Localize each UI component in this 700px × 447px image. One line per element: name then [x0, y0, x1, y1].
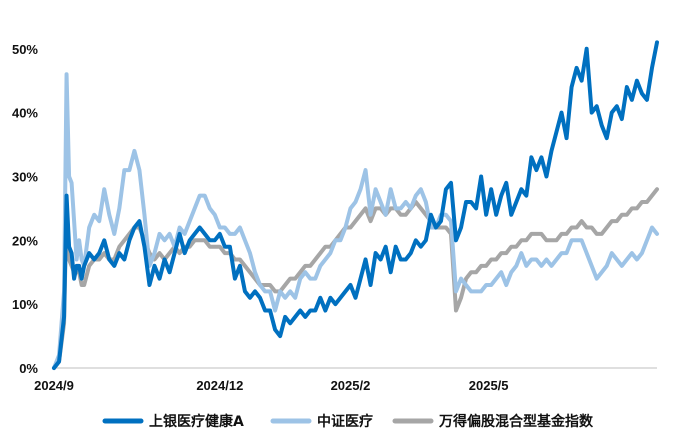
y-tick-label: 30%	[12, 169, 38, 184]
legend-label-0: 上银医疗健康A	[149, 413, 244, 430]
series-line-0	[52, 40, 659, 370]
x-tick-label: 2025/2	[331, 378, 371, 393]
y-tick-label: 0%	[19, 361, 38, 376]
x-tick-label: 2025/5	[469, 378, 509, 393]
y-tick-label: 20%	[12, 233, 38, 248]
x-axis: 2024/9 2024/12 2025/2 2025/5	[34, 367, 657, 393]
legend: 上银医疗健康A 中证医疗 万得偏股混合型基金指数	[102, 413, 594, 430]
legend-label-1: 中证医疗	[317, 413, 373, 430]
x-tick-label: 2024/9	[34, 378, 74, 393]
y-axis: 0% 10% 20% 30% 40% 50%	[12, 42, 38, 376]
legend-label-2: 万得偏股混合型基金指数	[438, 413, 594, 430]
x-tick-label: 2024/12	[196, 378, 243, 393]
series-line-1	[52, 72, 659, 370]
y-tick-label: 40%	[12, 106, 38, 121]
y-tick-label: 10%	[12, 297, 38, 312]
series-layer	[52, 40, 659, 370]
y-tick-label: 50%	[12, 42, 38, 57]
